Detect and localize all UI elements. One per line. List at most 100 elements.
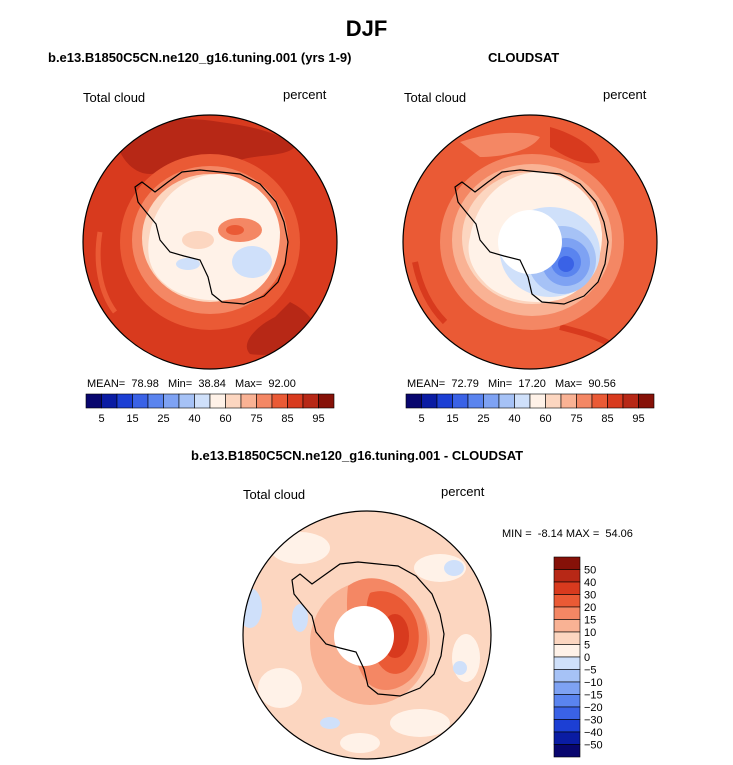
panel3-colorbar-swatch	[553, 681, 581, 695]
panel2-colorbar-tick-label: 25	[477, 413, 489, 425]
panel2-colorbar-tick-label: 95	[632, 413, 644, 425]
panel2-min-value: 17.20	[518, 378, 546, 390]
panel3-max-label: MAX =	[565, 528, 600, 540]
panel1-colorbar-tick-label: 75	[250, 413, 262, 425]
panel1-colorbar-swatch	[271, 393, 288, 409]
panel3-colorbar-tick-label: −10	[584, 677, 603, 689]
panel3-colorbar-swatch	[553, 731, 581, 745]
panel2-mean-label: MEAN=	[407, 378, 446, 390]
panel2-colorbar-swatch	[467, 393, 484, 409]
panel1-title: b.e13.B1850C5CN.ne120_g16.tuning.001 (yr…	[48, 50, 352, 65]
panel1-min-value: 38.84	[198, 378, 226, 390]
panel2-colorbar-swatch	[576, 393, 593, 409]
panel2-max-label: Max=	[555, 378, 583, 390]
panel3-colorbar-tick-label: 50	[584, 565, 596, 577]
panel1-colorbar-swatch	[147, 393, 164, 409]
panel2-colorbar-swatch	[498, 393, 515, 409]
panel1-stats: MEAN= 78.98 Min= 38.84 Max= 92.00	[87, 378, 296, 390]
panel1-colorbar-swatch	[256, 393, 273, 409]
panel3-colorbar-tick-label: 20	[584, 602, 596, 614]
panel1-colorbar-swatch	[194, 393, 211, 409]
panel3-colorbar-swatch	[553, 694, 581, 708]
panel3-colorbar-swatch	[553, 644, 581, 658]
panel3-colorbar-swatch	[553, 706, 581, 720]
panel2-colorbar-swatch	[591, 393, 608, 409]
panel3-colorbar-swatch	[553, 569, 581, 583]
panel1-left-label: Total cloud	[83, 90, 146, 105]
panel3-colorbar-tick-label: 40	[584, 577, 596, 589]
panel3-colorbar-tick-label: 30	[584, 590, 596, 602]
panel2-title: CLOUDSAT	[488, 50, 560, 65]
panel2-colorbar-tick-label: 40	[508, 413, 520, 425]
panel1-colorbar-swatch	[178, 393, 195, 409]
panel2-colorbar-swatch	[560, 393, 577, 409]
panel1-colorbar-swatch	[101, 393, 118, 409]
panel3-max-value: 54.06	[605, 528, 633, 540]
panel3-colorbar-swatch	[553, 556, 581, 570]
panel2-mean-value: 72.79	[451, 378, 479, 390]
panel1-colorbar-swatch	[287, 393, 304, 409]
panel2-colorbar-swatch	[638, 393, 655, 409]
panel2-stats: MEAN= 72.79 Min= 17.20 Max= 90.56	[407, 378, 616, 390]
panel3-colorbar-swatch	[553, 631, 581, 645]
panel3-colorbar-swatch	[553, 656, 581, 670]
panel1-colorbar-swatch	[240, 393, 257, 409]
panel1-colorbar-swatch	[132, 393, 149, 409]
panel3-colorbar-tick-label: 0	[584, 652, 590, 664]
panel1-mean-value: 78.98	[131, 378, 159, 390]
panel3-colorbar-swatch	[553, 744, 581, 758]
panel2-colorbar-tick-label: 15	[446, 413, 458, 425]
panel2-colorbar-tick-label: 75	[570, 413, 582, 425]
panel3-colorbar-tick-label: −30	[584, 715, 603, 727]
panel1-colorbar-swatch	[302, 393, 319, 409]
figure-title: DJF	[345, 16, 388, 41]
panel2-colorbar-swatch	[514, 393, 531, 409]
panel3-polar-map	[242, 510, 492, 760]
panel3-colorbar-swatch	[553, 594, 581, 608]
panel2-max-value: 90.56	[588, 378, 616, 390]
panel1-colorbar-tick-label: 5	[98, 413, 104, 425]
panel1-colorbar-tick-label: 60	[219, 413, 231, 425]
panel2-colorbar-tick-label: 85	[601, 413, 613, 425]
panel3-colorbar-swatch	[553, 606, 581, 620]
panel1-polar-map	[82, 114, 338, 370]
panel3-min-value: -8.14	[537, 528, 563, 540]
panel3-colorbar-tick-label: 5	[584, 640, 590, 652]
panel2-colorbar-swatch	[421, 393, 438, 409]
panel1-colorbar: 5 15 25 40 60 75 85 95	[85, 393, 335, 425]
panel2-colorbar-swatch	[529, 393, 546, 409]
panel3-min-label: MIN =	[502, 528, 532, 540]
panel2-colorbar-swatch	[405, 393, 422, 409]
panel1-colorbar-swatch	[225, 393, 242, 409]
panel3-right-label: percent	[441, 484, 485, 499]
panel2-min-label: Min=	[488, 378, 513, 390]
panel3-colorbar-tick-label: −20	[584, 702, 603, 714]
panel1-colorbar-tick-label: 95	[312, 413, 324, 425]
panel2-right-label: percent	[603, 87, 647, 102]
panel2-colorbar-tick-label: 5	[418, 413, 424, 425]
panel2-colorbar-tick-label: 60	[539, 413, 551, 425]
panel2-colorbar-swatch	[436, 393, 453, 409]
panel3-colorbar-swatch	[553, 669, 581, 683]
panel3-colorbar-tick-label: −50	[584, 740, 603, 752]
panel3-colorbar-tick-label: 15	[584, 615, 596, 627]
panel2-polar-map	[402, 114, 658, 370]
panel2-colorbar-swatch	[545, 393, 562, 409]
panel3-colorbar-tick-label: 10	[584, 627, 596, 639]
panel1-colorbar-swatch	[209, 393, 226, 409]
panel3-colorbar-swatch	[553, 719, 581, 733]
panel3-colorbar-tick-label: −40	[584, 727, 603, 739]
panel2-colorbar-swatch	[622, 393, 639, 409]
panel1-colorbar-swatch	[116, 393, 133, 409]
panel1-colorbar-swatch	[85, 393, 102, 409]
panel2-colorbar: 5 15 25 40 60 75 85 95	[405, 393, 655, 425]
panel1-colorbar-tick-label: 15	[126, 413, 138, 425]
panel1-right-label: percent	[283, 87, 327, 102]
panel1-colorbar-tick-label: 25	[157, 413, 169, 425]
panel3-title: b.e13.B1850C5CN.ne120_g16.tuning.001 - C…	[191, 448, 524, 463]
panel1-min-label: Min=	[168, 378, 193, 390]
panel1-max-value: 92.00	[268, 378, 296, 390]
panel1-colorbar-swatch	[318, 393, 335, 409]
panel1-mean-label: MEAN=	[87, 378, 126, 390]
